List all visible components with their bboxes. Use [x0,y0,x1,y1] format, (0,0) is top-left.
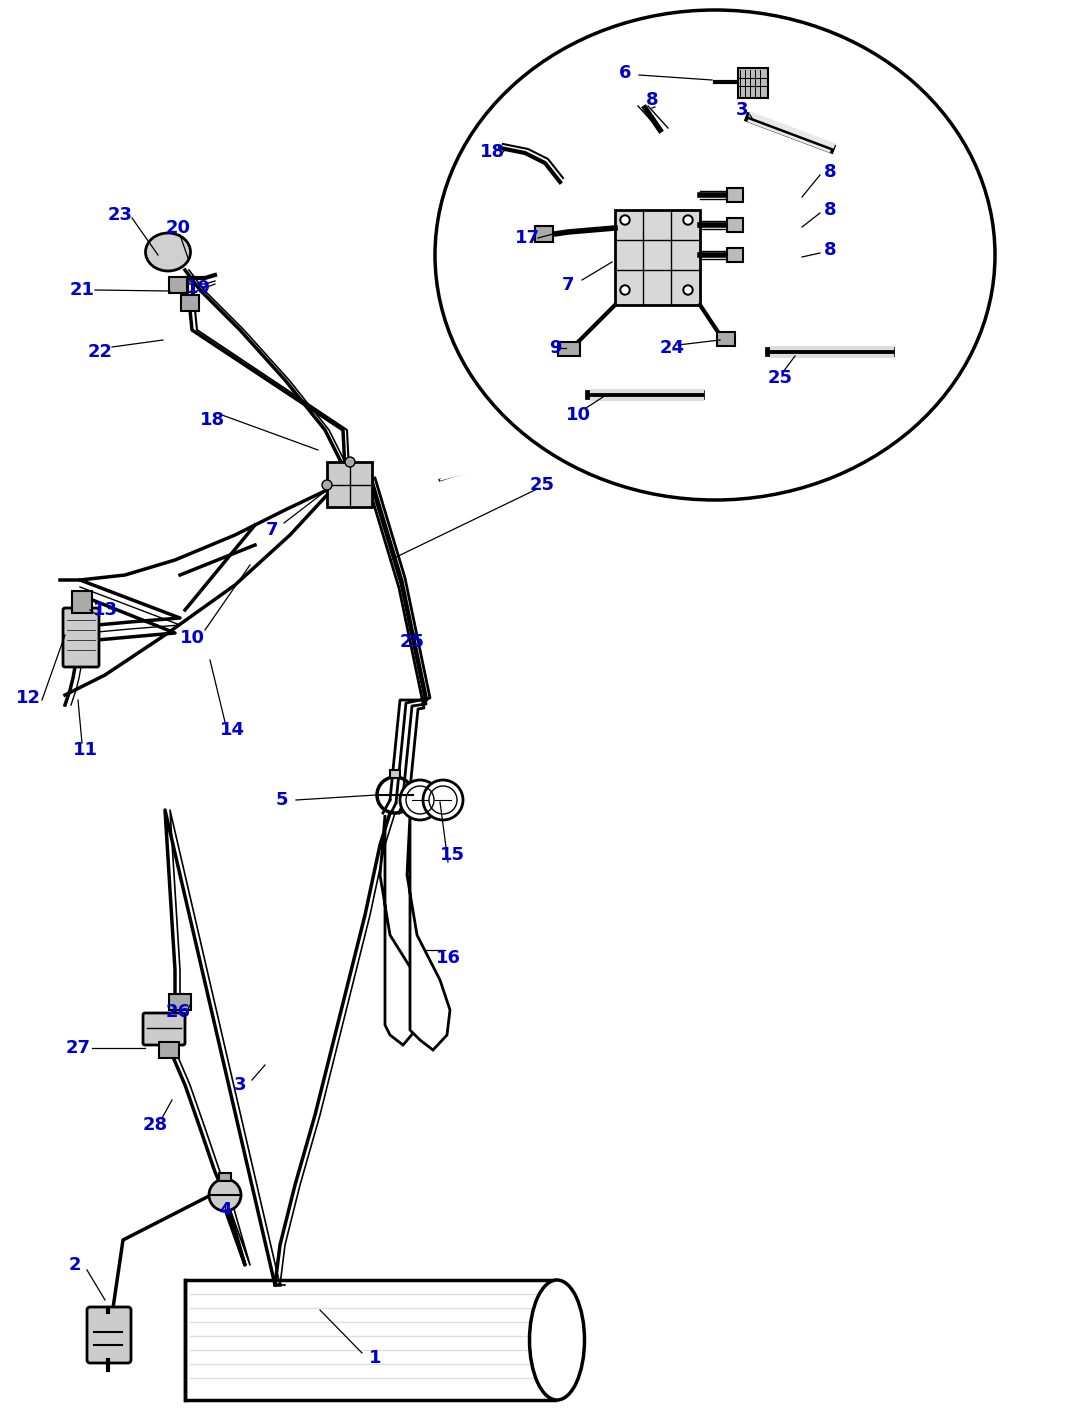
Text: 12: 12 [15,689,40,708]
Text: 2: 2 [69,1256,82,1275]
Polygon shape [407,816,450,1050]
Polygon shape [440,432,525,480]
Text: 11: 11 [73,740,97,759]
Text: 14: 14 [219,720,244,739]
Circle shape [423,780,463,820]
Text: 25: 25 [530,476,555,495]
Circle shape [209,1179,241,1211]
FancyBboxPatch shape [535,226,553,242]
Circle shape [622,217,628,223]
Circle shape [622,287,628,293]
Text: 9: 9 [548,340,561,357]
Text: 7: 7 [266,522,278,539]
Text: 25: 25 [767,369,792,387]
Text: 3: 3 [736,101,748,119]
FancyBboxPatch shape [159,1042,179,1059]
Circle shape [683,215,693,225]
Circle shape [620,286,630,296]
Text: 5: 5 [276,791,288,809]
FancyBboxPatch shape [185,1280,555,1400]
Circle shape [400,780,440,820]
Ellipse shape [435,10,995,500]
Text: 26: 26 [166,1003,191,1022]
Text: 10: 10 [180,630,205,647]
Text: 24: 24 [659,340,685,357]
FancyBboxPatch shape [72,591,92,612]
Text: 18: 18 [481,144,506,161]
Text: 8: 8 [824,242,836,259]
FancyBboxPatch shape [390,770,400,779]
FancyBboxPatch shape [169,277,187,293]
Circle shape [322,480,332,490]
Text: 7: 7 [561,276,574,294]
Text: 15: 15 [439,845,464,864]
Ellipse shape [530,1280,584,1400]
FancyBboxPatch shape [181,296,199,311]
Text: 18: 18 [199,411,225,429]
FancyBboxPatch shape [87,1307,131,1363]
FancyBboxPatch shape [558,342,580,357]
Text: 6: 6 [619,64,631,82]
FancyBboxPatch shape [727,188,743,202]
Circle shape [685,217,691,223]
Text: 16: 16 [436,949,460,968]
FancyBboxPatch shape [727,217,743,232]
FancyBboxPatch shape [143,1013,185,1044]
FancyBboxPatch shape [615,210,700,306]
Text: 17: 17 [514,229,540,247]
Text: 25: 25 [400,632,424,651]
Circle shape [685,287,691,293]
FancyBboxPatch shape [169,995,191,1010]
Circle shape [346,458,355,468]
FancyBboxPatch shape [63,608,99,666]
Circle shape [620,215,630,225]
Text: 3: 3 [233,1076,246,1094]
Text: 4: 4 [219,1201,231,1219]
Text: 20: 20 [166,219,191,237]
Text: 8: 8 [824,163,836,180]
Circle shape [683,286,693,296]
Text: 28: 28 [143,1115,168,1134]
FancyBboxPatch shape [727,249,743,261]
Text: 8: 8 [645,91,658,109]
Text: 22: 22 [87,342,112,361]
FancyBboxPatch shape [717,333,735,345]
Polygon shape [380,816,425,1044]
Text: 23: 23 [108,206,133,225]
Text: 19: 19 [185,279,210,297]
Text: 13: 13 [93,601,118,620]
FancyBboxPatch shape [327,462,372,507]
FancyBboxPatch shape [738,68,768,98]
Text: 27: 27 [65,1039,90,1057]
Text: 10: 10 [566,406,591,423]
Text: 1: 1 [368,1349,381,1367]
Text: 8: 8 [824,200,836,219]
Ellipse shape [145,233,191,271]
Text: 21: 21 [70,281,95,298]
FancyBboxPatch shape [219,1172,231,1181]
